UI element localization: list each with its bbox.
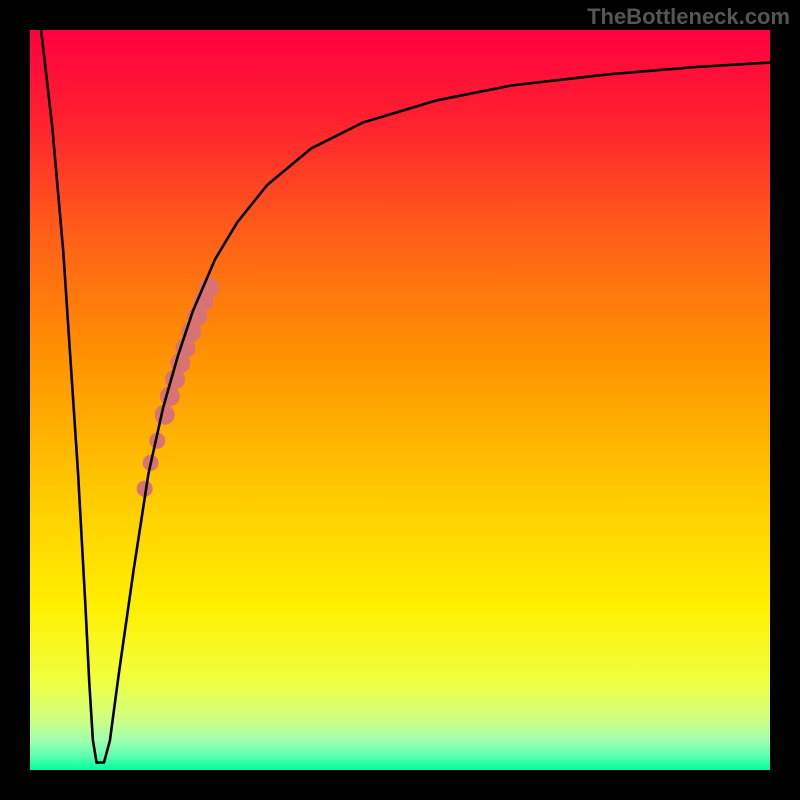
chart-container: TheBottleneck.com [0,0,800,800]
plot-background [30,30,770,770]
bottleneck-chart [0,0,800,800]
data-marker [155,405,175,425]
data-marker [160,386,180,406]
watermark-text: TheBottleneck.com [587,4,790,30]
